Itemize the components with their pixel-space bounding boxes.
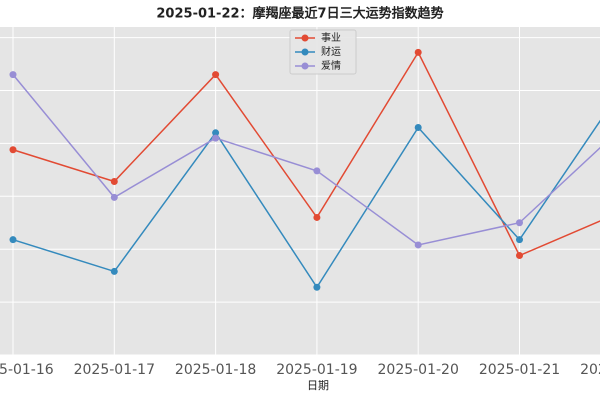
point xyxy=(414,124,422,132)
point xyxy=(313,213,321,221)
x-tick-label: 2025-01-16 xyxy=(0,362,54,378)
legend-label: 爱情 xyxy=(321,59,341,72)
point xyxy=(414,241,422,249)
legend-label: 财运 xyxy=(321,45,341,58)
legend-marker xyxy=(301,34,309,42)
point xyxy=(313,167,321,175)
x-tick-label: 2025-01-21 xyxy=(479,362,560,378)
point xyxy=(313,283,321,291)
point xyxy=(516,219,523,227)
x-axis-label: 日期 xyxy=(307,379,329,392)
x-tick-label: 2025-01-18 xyxy=(175,362,256,378)
point xyxy=(9,71,17,79)
x-tick-label: 2025-01-17 xyxy=(74,362,155,378)
point xyxy=(516,236,523,244)
point xyxy=(110,267,118,275)
point xyxy=(212,129,220,137)
point xyxy=(212,71,220,79)
x-tick-label: 2025-01-22 xyxy=(580,362,600,378)
legend-marker xyxy=(301,62,309,70)
chart-title: 2025-01-22：摩羯座最近7日三大运势指数趋势 xyxy=(156,6,443,22)
point xyxy=(9,236,17,244)
x-tick-label: 2025-01-19 xyxy=(276,362,357,378)
point xyxy=(110,193,118,201)
x-tick-label: 2025-01-20 xyxy=(378,362,459,378)
point xyxy=(516,252,523,260)
point xyxy=(212,134,220,142)
point xyxy=(414,48,422,56)
plot-background xyxy=(0,27,600,355)
legend-label: 事业 xyxy=(321,31,341,44)
point xyxy=(9,146,17,154)
legend-marker xyxy=(301,48,309,56)
point xyxy=(110,177,118,185)
